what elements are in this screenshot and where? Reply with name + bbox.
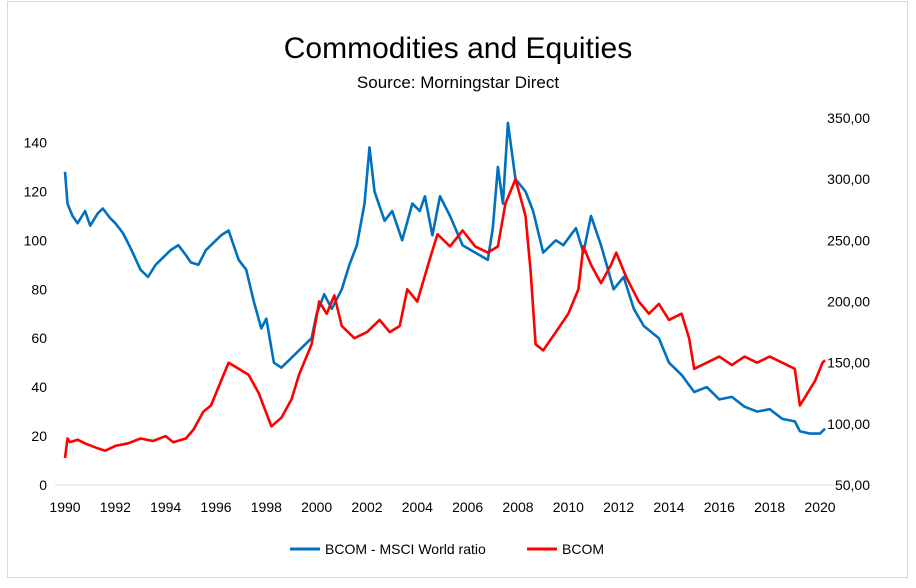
x-tick-label: 2004 bbox=[402, 499, 433, 515]
x-tick-label: 2010 bbox=[553, 499, 584, 515]
y-right-tick-label: 50,00 bbox=[835, 477, 870, 493]
x-tick-label: 2012 bbox=[603, 499, 634, 515]
series-lines bbox=[63, 121, 826, 459]
y-right-tick-label: 250,00 bbox=[827, 232, 870, 248]
y-right-tick-label: 350,00 bbox=[827, 110, 870, 126]
legend-label-ratio: BCOM - MSCI World ratio bbox=[325, 541, 486, 557]
y-right-tick-label: 300,00 bbox=[827, 171, 870, 187]
y-left-tick-label: 140 bbox=[24, 134, 48, 150]
y-left-tick-label: 40 bbox=[31, 379, 47, 395]
series-line-bcom-msci-ratio bbox=[63, 121, 826, 435]
legend-label-bcom: BCOM bbox=[562, 541, 604, 557]
y-left-tick-label: 60 bbox=[31, 330, 47, 346]
legend: BCOM - MSCI World ratio BCOM bbox=[290, 541, 604, 557]
x-tick-label: 2006 bbox=[452, 499, 483, 515]
chart-border bbox=[7, 1, 908, 578]
x-tick-label: 1994 bbox=[150, 499, 181, 515]
x-tick-label: 2008 bbox=[502, 499, 533, 515]
y-right-tick-label: 150,00 bbox=[827, 355, 870, 371]
y-left-tick-label: 100 bbox=[24, 232, 48, 248]
axes: 1990 1992 1994 1996 1998 2000 2002 2004 2006 2008… bbox=[24, 110, 871, 515]
y-left-tick-label: 20 bbox=[31, 428, 47, 444]
x-tick-label: 1990 bbox=[49, 499, 80, 515]
x-tick-label: 2002 bbox=[351, 499, 382, 515]
x-tick-label: 2016 bbox=[704, 499, 735, 515]
y-left-tick-label: 0 bbox=[39, 477, 47, 493]
x-tick-label: 2018 bbox=[754, 499, 785, 515]
x-tick-label: 1992 bbox=[100, 499, 131, 515]
x-tick-label: 2014 bbox=[653, 499, 684, 515]
y-right-tick-label: 200,00 bbox=[827, 294, 870, 310]
x-tick-label: 2000 bbox=[301, 499, 332, 515]
y-left-tick-label: 120 bbox=[24, 183, 48, 199]
x-tick-label: 2020 bbox=[804, 499, 835, 515]
x-tick-label: 1998 bbox=[251, 499, 282, 515]
y-right-tick-label: 100,00 bbox=[827, 416, 870, 432]
series-line-bcom bbox=[63, 177, 826, 459]
x-tick-label: 1996 bbox=[200, 499, 231, 515]
y-left-tick-label: 80 bbox=[31, 281, 47, 297]
chart-subtitle: Source: Morningstar Direct bbox=[357, 73, 559, 92]
chart-title: Commodities and Equities bbox=[284, 32, 633, 65]
